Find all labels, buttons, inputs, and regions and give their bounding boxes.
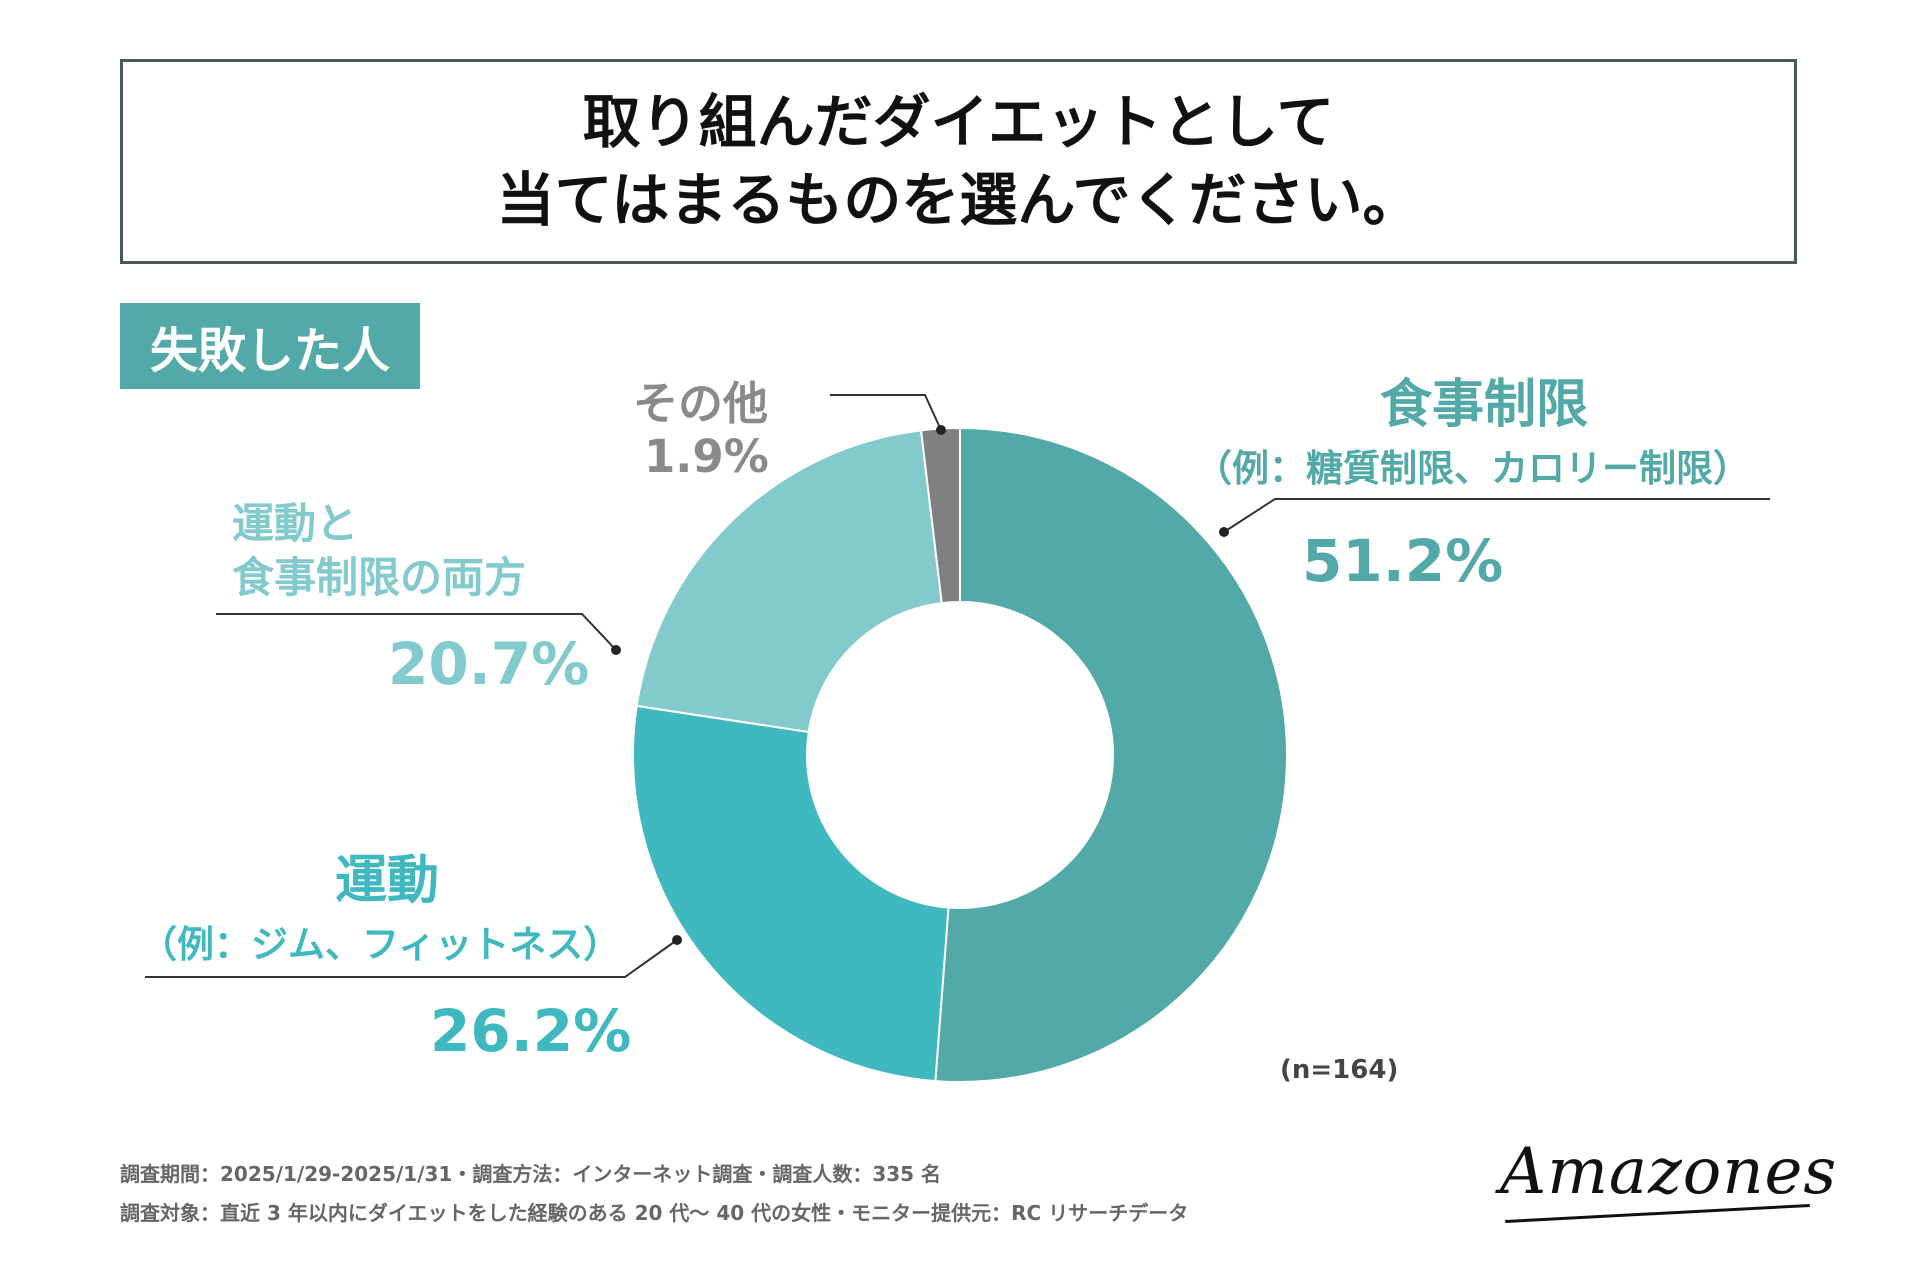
leader-both [216,613,617,651]
leader-diet-dot [1219,527,1229,537]
slice-exercise [632,704,950,1083]
label-exercise-name: 運動 [335,851,440,911]
label-exercise-value: 26.2% [430,997,632,1065]
label-both-name-1: 運動と [232,499,359,548]
label-both-value: 20.7% [388,630,590,698]
label-other-name: その他 [633,377,769,430]
sample-size: (n=164) [1280,1055,1399,1085]
slice-both [635,429,943,734]
question-line-1: 取り組んだダイエットとして [582,87,1335,156]
segment-badge: 失敗した人 [120,303,420,389]
footer-survey-target: 調査対象：直近 3 年以内にダイエットをした経験のある 20 代〜 40 代の女… [120,1201,1189,1225]
leader-both-dot [611,645,621,655]
label-diet-value: 51.2% [1302,527,1504,595]
amazones-logo: Amazones [1500,1135,1838,1209]
leader-diet [1223,498,1770,533]
slice-diet [934,426,1289,1083]
leader-exercise [145,939,678,978]
label-other-value: 1.9% [644,430,769,483]
slice-other [919,426,961,605]
label-both-name-2: 食事制限の両方 [232,553,527,602]
label-diet-detail: （例：糖質制限、カロリー制限） [1195,447,1750,490]
leader-exercise-dot [672,935,682,945]
leader-other [830,394,942,431]
label-diet-name: 食事制限 [1380,375,1589,435]
question-box: 取り組んだダイエットとして 当てはまるものを選んでください。 [120,59,1797,264]
question-line-2: 当てはまるものを選んでください。 [496,165,1421,234]
label-exercise-detail: （例：ジム、フィットネス） [140,923,621,966]
leader-other-dot [936,425,946,435]
footer-survey-period: 調査期間：2025/1/29-2025/1/31・調査方法：インターネット調査・… [120,1162,942,1186]
